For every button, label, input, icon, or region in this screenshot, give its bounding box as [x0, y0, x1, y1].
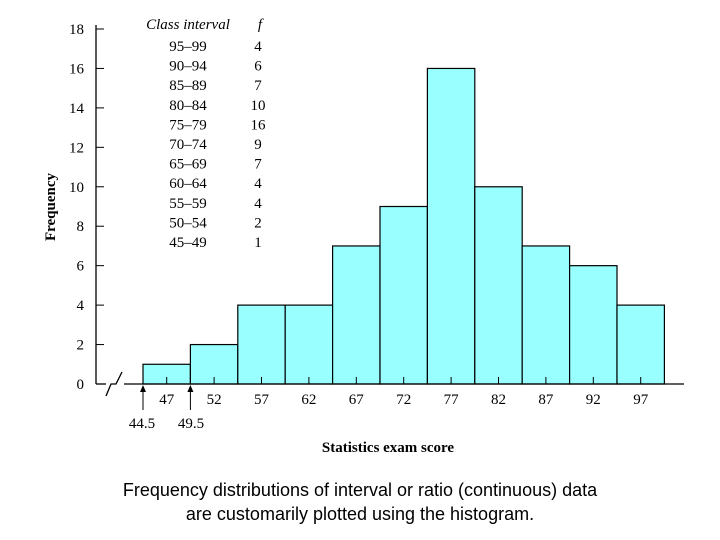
y-axis-label: Frequency — [43, 172, 59, 241]
bar-87 — [521, 245, 571, 385]
boundary-label: 44.5 — [129, 416, 155, 432]
table-f-cell: 7 — [254, 78, 262, 94]
table-f-cell: 6 — [254, 59, 262, 75]
y-tick-label: 16 — [69, 61, 85, 77]
y-tick-label: 12 — [69, 140, 84, 156]
y-tick-label: 4 — [77, 298, 85, 314]
figure-caption: Frequency distributions of interval or r… — [0, 478, 720, 526]
table-interval-cell: 95–99 — [169, 39, 207, 55]
frequency-table: Class interval f 95–99 4 90–94 6 85–89 7 80–84 10… — [146, 17, 266, 251]
bar-67 — [332, 245, 381, 385]
table-f-cell: 2 — [254, 215, 262, 231]
axis-break-symbol — [105, 371, 123, 397]
boundary-label: 49.5 — [178, 416, 204, 432]
y-tick-label: 6 — [77, 259, 85, 275]
caption-line-1: Frequency distributions of interval or r… — [122, 480, 598, 500]
table-f-cell: 4 — [254, 196, 262, 212]
table-f-cell: 9 — [254, 137, 262, 153]
bar-57 — [237, 304, 286, 385]
table-interval-cell: 70–74 — [169, 137, 207, 153]
table-header-f: f — [258, 17, 264, 33]
table-interval-cell: 75–79 — [169, 117, 207, 133]
caption-line-2: are customarily plotted using the histog… — [185, 504, 535, 524]
x-tick-label: 97 — [633, 392, 649, 408]
x-tick-label: 72 — [396, 392, 411, 408]
bar-72 — [379, 205, 429, 385]
table-interval-cell: 60–64 — [169, 176, 207, 192]
y-tick-label: 0 — [77, 377, 85, 393]
table-interval-cell: 50–54 — [169, 215, 207, 231]
bar-92 — [568, 265, 618, 385]
x-tick-label: 82 — [491, 392, 506, 408]
y-tick-label: 8 — [77, 219, 85, 235]
boundary-arrow-head — [140, 385, 146, 392]
bars-group — [142, 67, 666, 385]
bar-82 — [474, 186, 523, 385]
table-interval-cell: 85–89 — [169, 78, 207, 94]
table-interval-cell: 80–84 — [169, 98, 207, 114]
table-f-cell: 10 — [251, 98, 266, 114]
x-axis-label: Statistics exam score — [322, 440, 455, 456]
y-tick-label: 14 — [69, 101, 85, 117]
boundary-arrow-head — [187, 385, 194, 392]
table-f-cell: 1 — [254, 235, 262, 251]
bar-77 — [426, 67, 476, 385]
x-tick-label: 47 — [159, 392, 175, 408]
table-interval-cell: 65–69 — [169, 157, 207, 173]
x-tick-label: 87 — [538, 392, 554, 408]
table-interval-cell: 45–49 — [169, 235, 207, 251]
table-header-interval: Class interval — [146, 17, 230, 33]
table-f-cell: 7 — [254, 157, 262, 173]
x-tick-label: 67 — [349, 392, 365, 408]
table-f-cell: 4 — [254, 176, 262, 192]
table-f-cell: 16 — [251, 117, 267, 133]
y-axis: 0 2 4 6 8 10 12 14 16 18 — [69, 22, 104, 393]
x-axis: 47 52 57 62 67 72 77 82 87 92 97 44.5 49.5 — [96, 371, 684, 432]
bar-97 — [616, 304, 666, 385]
x-tick-label: 57 — [254, 392, 270, 408]
y-tick-label: 10 — [69, 180, 84, 196]
x-tick-label: 77 — [444, 392, 460, 408]
table-interval-cell: 90–94 — [169, 59, 207, 75]
y-tick-label: 2 — [77, 338, 85, 354]
y-tick-label: 18 — [69, 22, 84, 38]
bar-62 — [284, 304, 334, 385]
table-interval-cell: 55–59 — [169, 196, 207, 212]
x-tick-label: 62 — [301, 392, 316, 408]
x-tick-label: 92 — [586, 392, 601, 408]
x-tick-label: 52 — [207, 392, 222, 408]
table-f-cell: 4 — [254, 39, 262, 55]
